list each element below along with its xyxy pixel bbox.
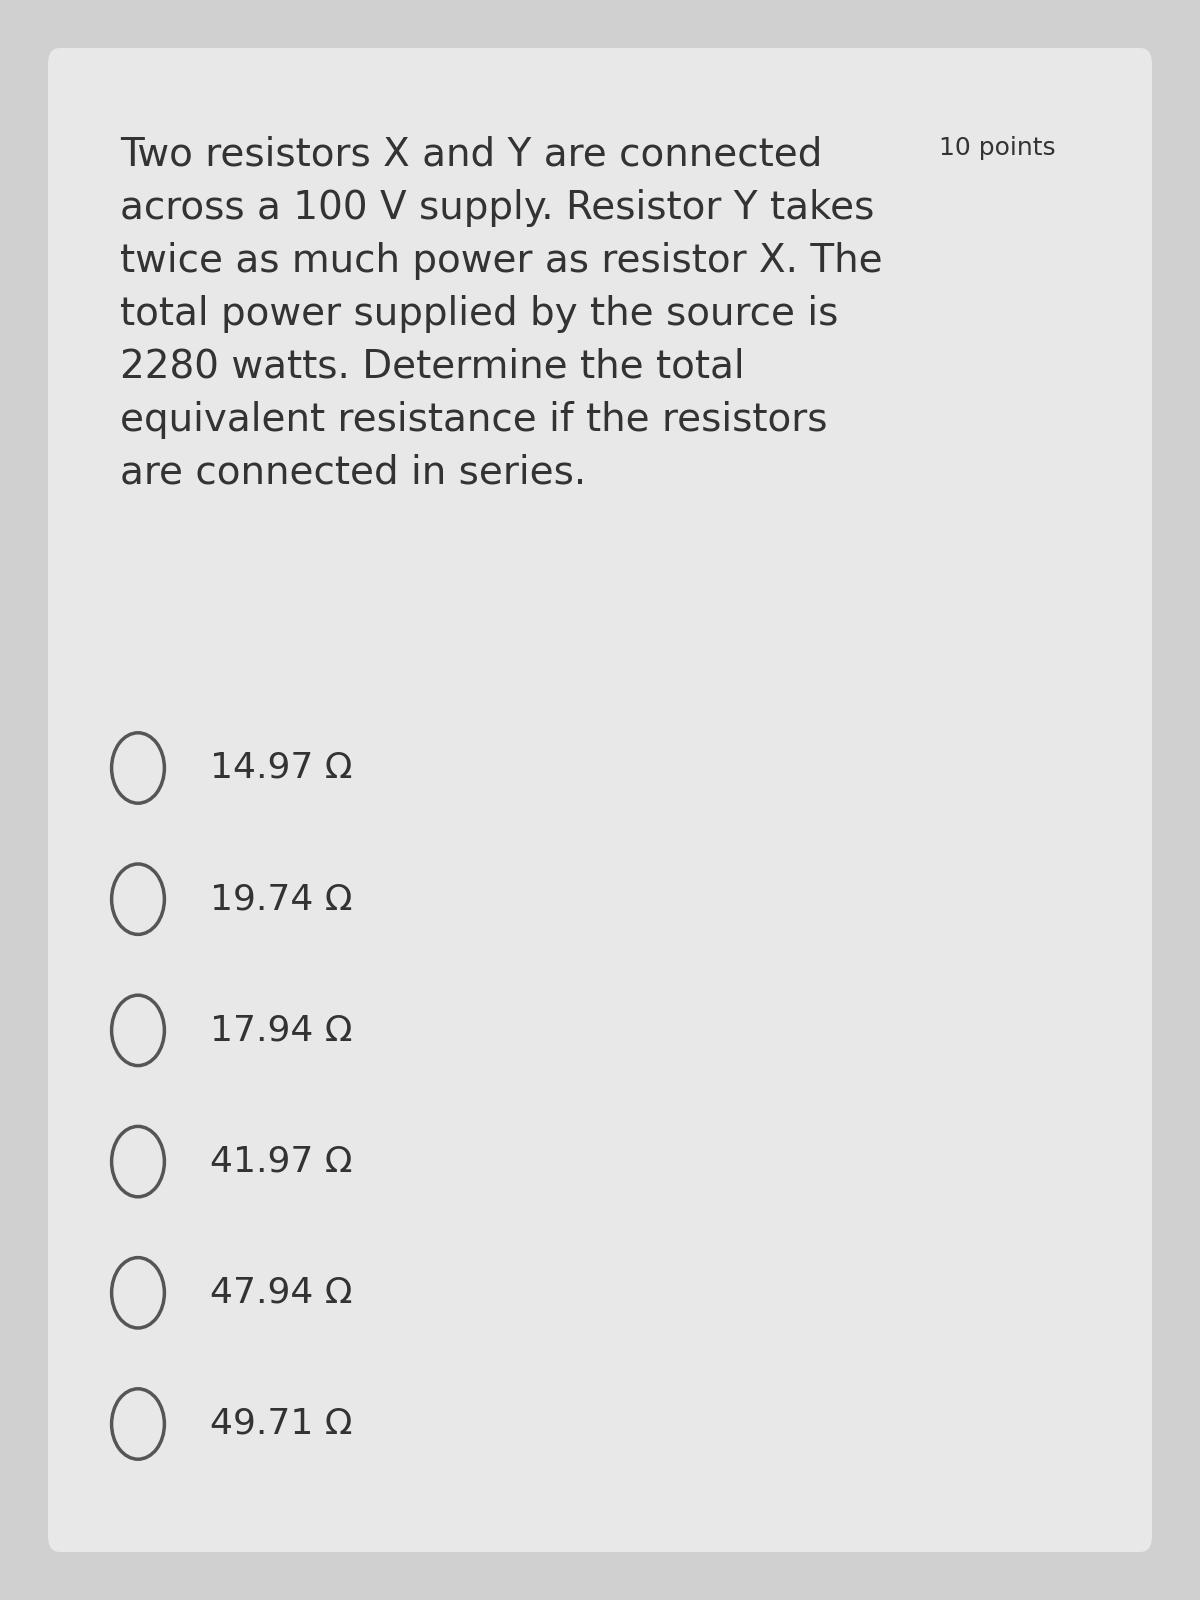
- FancyBboxPatch shape: [48, 48, 1152, 1552]
- Text: 41.97 Ω: 41.97 Ω: [210, 1144, 353, 1179]
- Text: 17.94 Ω: 17.94 Ω: [210, 1013, 353, 1048]
- Text: 14.97 Ω: 14.97 Ω: [210, 750, 353, 786]
- Text: 10 points: 10 points: [940, 136, 1056, 160]
- Text: 47.94 Ω: 47.94 Ω: [210, 1275, 353, 1310]
- Text: Two resistors X and Y are connected
across a 100 V supply. Resistor Y takes
twic: Two resistors X and Y are connected acro…: [120, 136, 883, 493]
- Text: 49.71 Ω: 49.71 Ω: [210, 1406, 353, 1442]
- Text: 19.74 Ω: 19.74 Ω: [210, 882, 353, 917]
